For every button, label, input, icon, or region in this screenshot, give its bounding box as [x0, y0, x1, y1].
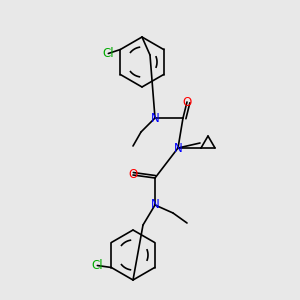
- Text: Cl: Cl: [103, 47, 114, 60]
- Text: Cl: Cl: [92, 259, 103, 272]
- Text: O: O: [128, 169, 138, 182]
- Text: N: N: [151, 112, 159, 124]
- Text: N: N: [174, 142, 182, 154]
- Text: N: N: [151, 199, 159, 212]
- Text: O: O: [182, 95, 192, 109]
